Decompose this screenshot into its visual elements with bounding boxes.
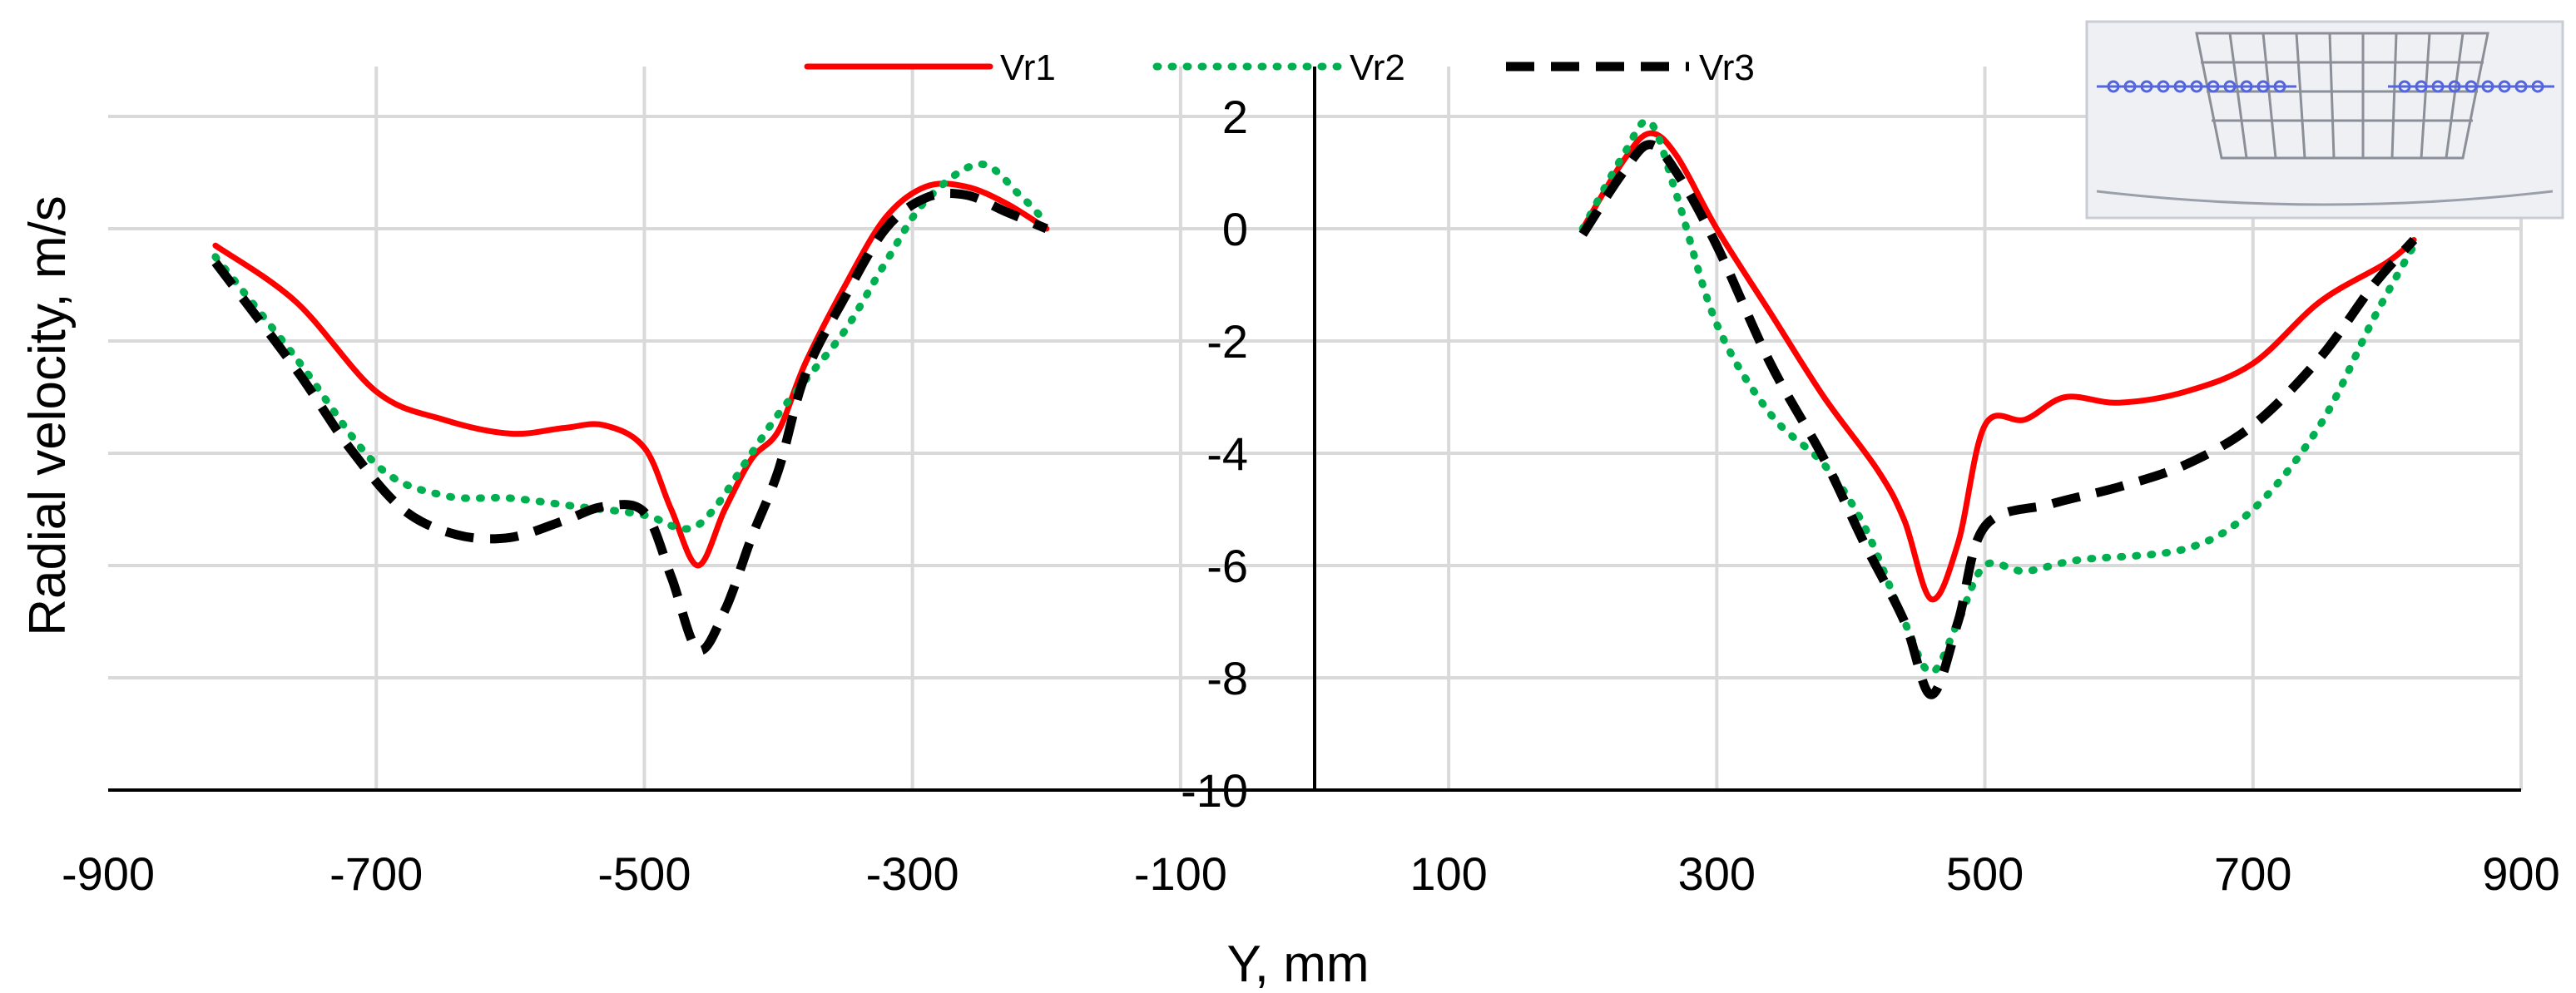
y-tick-label: -2 [1206,315,1248,368]
y-tick-label: -8 [1206,652,1248,704]
series-vr1-line-right [1579,130,2417,603]
y-tick-label: -4 [1206,427,1248,480]
x-axis-title: Y, mm [1226,936,1369,993]
y-tick-label: -10 [1181,764,1248,817]
x-tick-label: 900 [2482,847,2559,900]
y-tick-label: 0 [1222,203,1248,255]
x-tick-label: 300 [1678,847,1756,900]
x-tick-label: 100 [1409,847,1487,900]
series-layer [211,117,2418,699]
y-tick-label: 2 [1222,91,1248,143]
legend-label-vr2: Vr2 [1350,47,1405,88]
x-tick-label: -500 [597,847,691,900]
x-tick-label: -700 [329,847,423,900]
x-tick-label: 700 [2214,847,2291,900]
legend-label-vr1: Vr1 [1000,47,1056,88]
x-tick-label: 500 [1946,847,2024,900]
series-vr3-line-right [1578,140,2418,699]
bubble-column-diagram-icon [2085,20,2564,220]
x-tick-labels: -900 -700 -500 -300 -100 100 300 500 700 900 [62,847,2560,900]
x-tick-label: -900 [62,847,155,900]
series-vr2-line-left [211,160,1051,533]
series-vr3-line-left [211,189,1048,655]
x-tick-label: -100 [1134,847,1227,900]
y-tick-labels: 2 0 -2 -4 -6 -8 -10 [1181,91,1248,817]
series-vr2-line-right [1578,117,2418,676]
x-tick-label: -300 [866,847,959,900]
legend-label-vr3: Vr3 [1699,47,1755,88]
series-vr1-line-left [212,180,1050,569]
legend: Vr1 Vr2 Vr3 [804,47,1755,88]
y-tick-label: -6 [1206,540,1248,592]
y-axis-title: Radial velocity, m/s [19,195,77,635]
